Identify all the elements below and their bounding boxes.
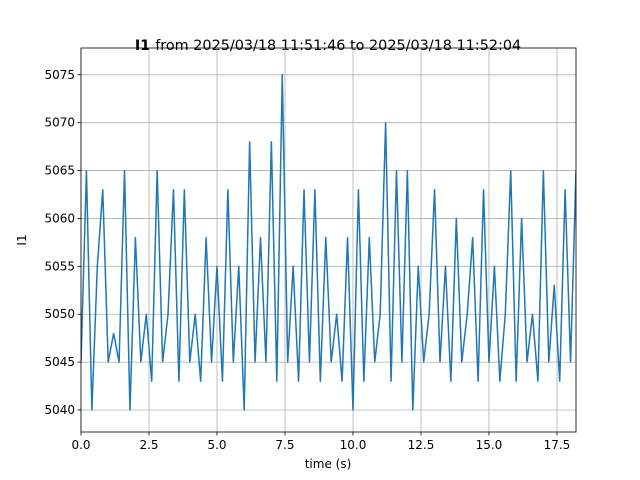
y-tick-label: 5075: [44, 68, 75, 82]
x-tick-label: 5.0: [207, 438, 226, 452]
title-bold: I1: [135, 38, 150, 54]
x-tick-label: 15.0: [476, 438, 503, 452]
chart-title: I1 from 2025/03/18 11:51:46 to 2025/03/18…: [135, 38, 521, 54]
y-tick-label: 5070: [44, 116, 75, 130]
x-tick-label: 7.5: [275, 438, 294, 452]
x-tick-label: 17.5: [544, 438, 571, 452]
y-tick-label: 5040: [44, 403, 75, 417]
y-tick-label: 5055: [44, 259, 75, 273]
title-rest: from 2025/03/18 11:51:46 to 2025/03/18 1…: [155, 38, 521, 54]
y-tick-label: 5065: [44, 164, 75, 178]
x-tick-label: 0.0: [71, 438, 90, 452]
x-tick-label: 12.5: [408, 438, 435, 452]
plot-frame: [80, 47, 577, 433]
x-axis-label: time (s): [305, 457, 352, 471]
x-tick-label: 2.5: [139, 438, 158, 452]
y-tick-label: 5050: [44, 307, 75, 321]
y-tick-label: 5060: [44, 211, 75, 225]
y-tick-label: 5045: [44, 355, 75, 369]
y-axis-label: I1: [15, 234, 29, 245]
data-line: [81, 74, 576, 411]
x-tick-label: 10.0: [340, 438, 367, 452]
